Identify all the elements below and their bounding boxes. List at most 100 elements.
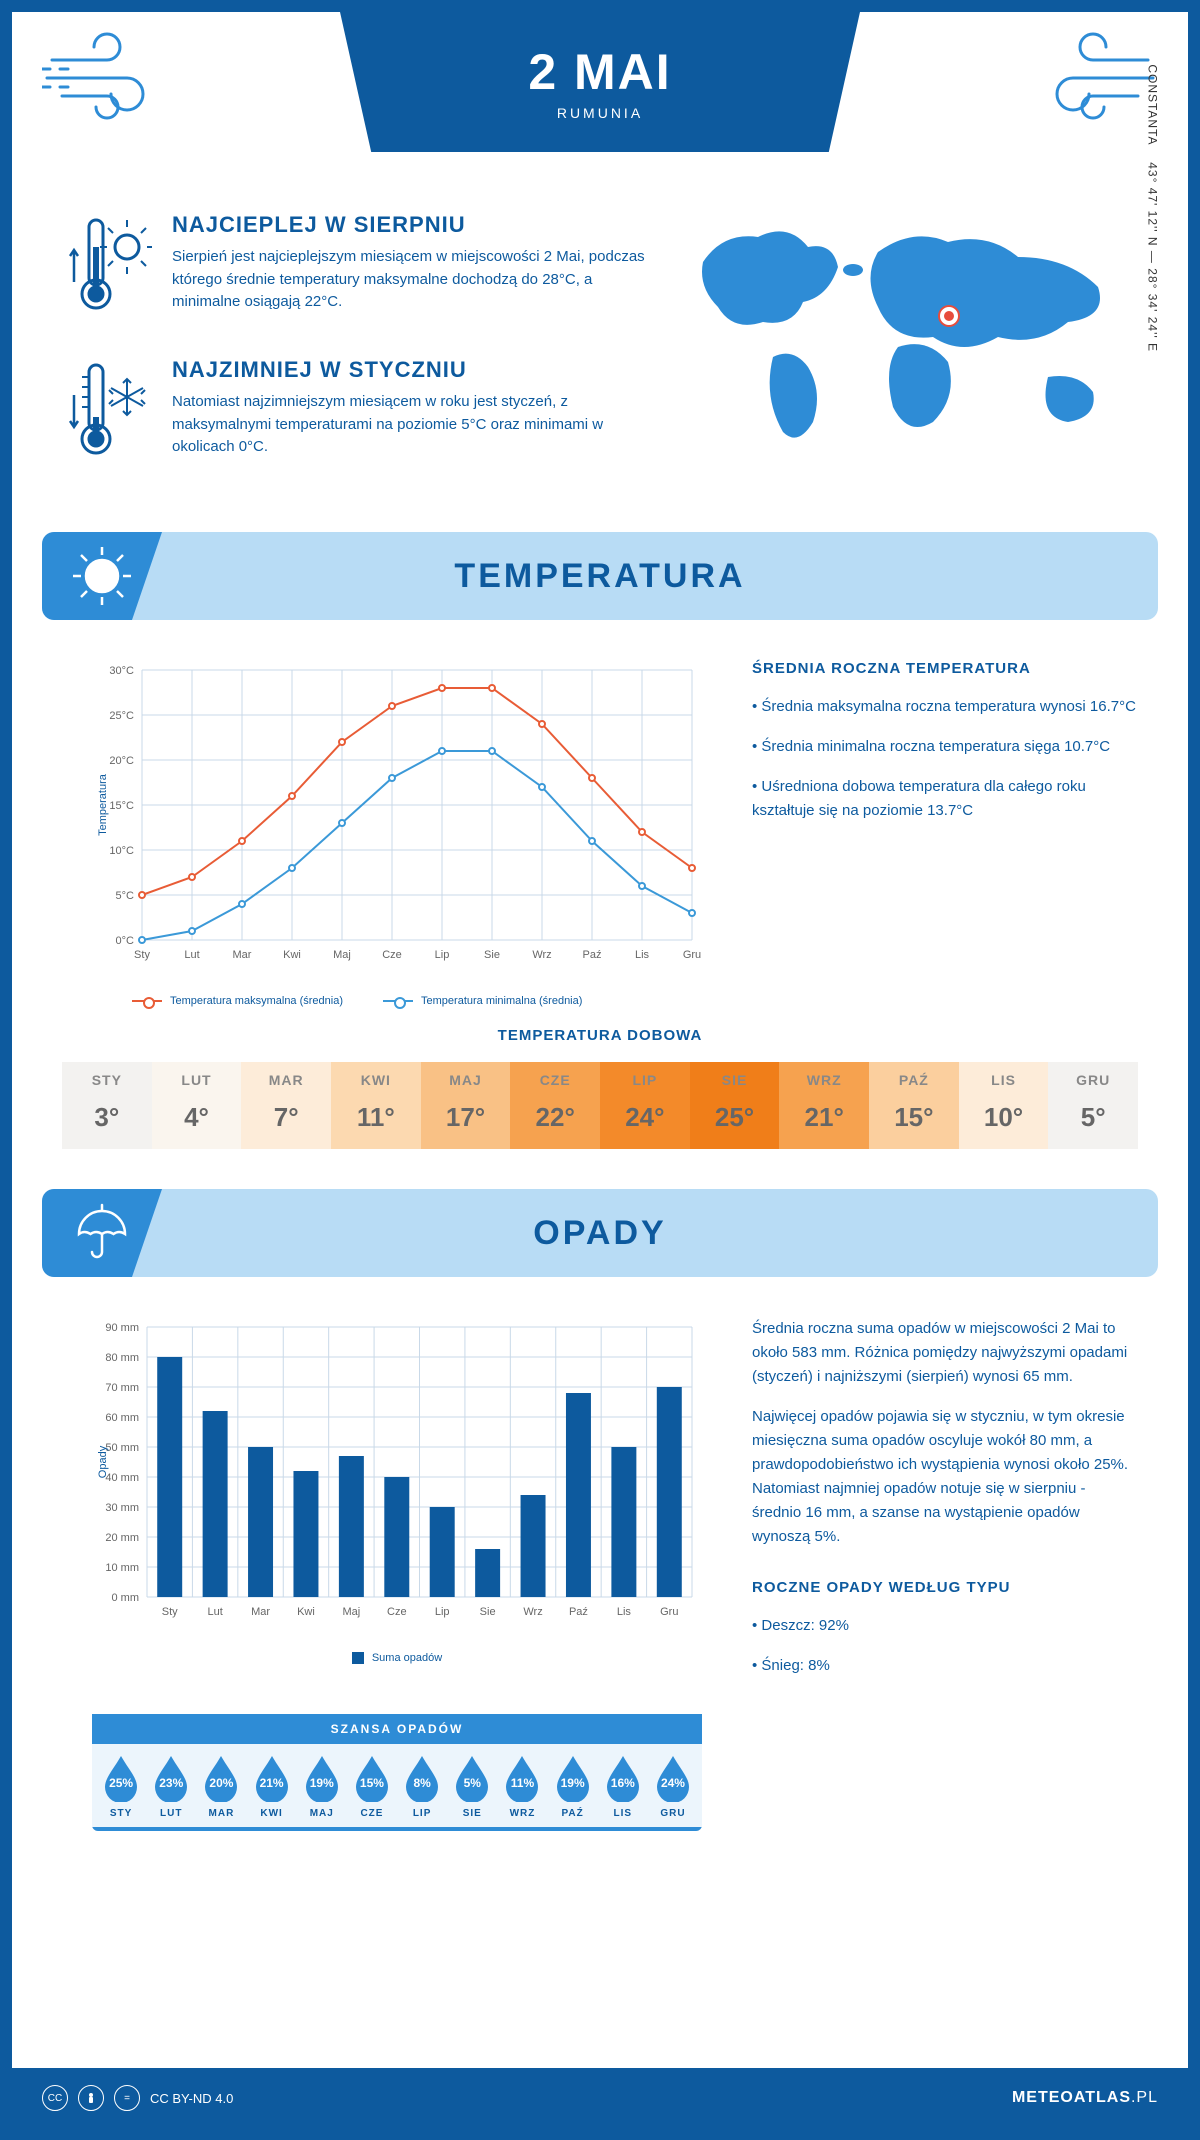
by-icon [78,2085,104,2111]
rain-p2: Najwięcej opadów pojawia się w styczniu,… [752,1405,1138,1549]
temperature-summary: ŚREDNIA ROCZNA TEMPERATURA Średnia maksy… [752,660,1138,1007]
dobowa-cell: SIE25° [690,1062,780,1149]
legend-item: Temperatura minimalna (średnia) [383,995,582,1007]
rain-chance-cell: 5% SIE [447,1754,497,1819]
svg-text:Kwi: Kwi [297,1606,315,1618]
warmest-title: NAJCIEPLEJ W SIERPNIU [172,212,648,238]
rain-chance-cell: 8% LIP [397,1754,447,1819]
rain-bytype-title: ROCZNE OPADY WEDŁUG TYPU [752,1579,1138,1596]
svg-text:Gru: Gru [660,1606,678,1618]
rain-chance-cell: 23% LUT [146,1754,196,1819]
svg-text:50 mm: 50 mm [105,1442,139,1454]
rain-p1: Średnia roczna suma opadów w miejscowośc… [752,1317,1138,1389]
svg-text:0 mm: 0 mm [112,1592,140,1604]
daily-temperature-table: TEMPERATURA DOBOWA STY3°LUT4°MAR7°KWI11°… [12,1027,1188,1179]
rain-chance-title: SZANSA OPADÓW [92,1714,702,1744]
warmest-text: Sierpień jest najcieplejszym miesiącem w… [172,246,648,314]
dobowa-title: TEMPERATURA DOBOWA [62,1027,1138,1044]
svg-text:Lis: Lis [635,949,650,961]
svg-text:Cze: Cze [387,1606,407,1618]
rain-title: OPADY [533,1214,666,1253]
dobowa-cell: PAŹ15° [869,1062,959,1149]
temperature-title: TEMPERATURA [454,557,745,596]
dobowa-cell: KWI11° [331,1062,421,1149]
license-text: CC BY-ND 4.0 [150,2091,233,2106]
svg-text:Mar: Mar [251,1606,270,1618]
raindrop-icon: 23% [151,1754,191,1802]
svg-text:Cze: Cze [382,949,402,961]
rain-chance-cell: 25% STY [96,1754,146,1819]
coldest-title: NAJZIMNIEJ W STYCZNIU [172,357,648,383]
rain-bar-chart: 0 mm10 mm20 mm30 mm40 mm50 mm60 mm70 mm8… [92,1317,702,1694]
dobowa-cell: CZE22° [510,1062,600,1149]
dobowa-cell: LUT4° [152,1062,242,1149]
temp-bullet: Średnia minimalna roczna temperatura się… [752,735,1138,759]
svg-text:20 mm: 20 mm [105,1532,139,1544]
svg-text:25°C: 25°C [109,710,134,722]
city-name: 2 MAI [528,43,671,101]
svg-text:20°C: 20°C [109,755,134,767]
raindrop-icon: 21% [252,1754,292,1802]
svg-text:Sty: Sty [162,1606,178,1618]
raindrop-icon: 24% [653,1754,693,1802]
rain-chance-cell: 24% GRU [648,1754,698,1819]
svg-text:70 mm: 70 mm [105,1382,139,1394]
world-map: CONSTANTA 43° 47' 12'' N — 28° 34' 24'' … [678,212,1138,492]
svg-text:40 mm: 40 mm [105,1472,139,1484]
svg-text:Wrz: Wrz [532,949,551,961]
umbrella-icon [42,1189,162,1277]
dobowa-cell: LIS10° [959,1062,1049,1149]
svg-text:30 mm: 30 mm [105,1502,139,1514]
header-banner: 2 MAI RUMUNIA [340,12,860,152]
svg-text:Lut: Lut [184,949,199,961]
dobowa-cell: MAJ17° [421,1062,511,1149]
dobowa-cell: WRZ21° [779,1062,869,1149]
intro-section: NAJCIEPLEJ W SIERPNIU Sierpień jest najc… [12,182,1188,522]
coldest-block: NAJZIMNIEJ W STYCZNIU Natomiast najzimni… [62,357,648,472]
wind-icon-left [42,30,177,125]
dobowa-cell: MAR7° [241,1062,331,1149]
svg-text:Lip: Lip [435,949,450,961]
site-brand: METEOATLAS.PL [1012,2089,1158,2107]
wind-icon-right [1023,30,1158,125]
sun-icon [42,532,162,620]
svg-text:Kwi: Kwi [283,949,301,961]
license-block: CC = CC BY-ND 4.0 [42,2085,233,2111]
warmest-block: NAJCIEPLEJ W SIERPNIU Sierpień jest najc… [62,212,648,327]
rain-chance-cell: 19% PAŹ [548,1754,598,1819]
thermometer-cold-icon [62,357,152,472]
rain-chance-cell: 16% LIS [598,1754,648,1819]
rain-bytype-item: Deszcz: 92% [752,1614,1138,1638]
temp-bullet: Uśredniona dobowa temperatura dla całego… [752,775,1138,823]
svg-text:0°C: 0°C [116,935,135,947]
svg-text:Temperatura: Temperatura [97,773,109,836]
raindrop-icon: 20% [201,1754,241,1802]
rain-chance-cell: 15% CZE [347,1754,397,1819]
rain-chance-panel: SZANSA OPADÓW 25% STY 23% LUT 20% [92,1714,702,1831]
raindrop-icon: 19% [302,1754,342,1802]
header: 2 MAI RUMUNIA [12,12,1188,182]
raindrop-icon: 19% [553,1754,593,1802]
raindrop-icon: 25% [101,1754,141,1802]
raindrop-icon: 8% [402,1754,442,1802]
svg-text:15°C: 15°C [109,800,134,812]
raindrop-icon: 15% [352,1754,392,1802]
svg-text:Wrz: Wrz [523,1606,542,1618]
svg-text:30°C: 30°C [109,665,134,677]
rain-summary: Średnia roczna suma opadów w miejscowośc… [752,1317,1138,1694]
map-marker [940,307,958,325]
svg-text:10 mm: 10 mm [105,1562,139,1574]
legend-item: Temperatura maksymalna (średnia) [132,995,343,1007]
coldest-text: Natomiast najzimniejszym miesiącem w rok… [172,391,648,459]
dobowa-cell: GRU5° [1048,1062,1138,1149]
legend-item: Suma opadów [352,1652,442,1664]
svg-text:5°C: 5°C [116,890,135,902]
svg-text:Lip: Lip [435,1606,450,1618]
temp-summary-title: ŚREDNIA ROCZNA TEMPERATURA [752,660,1138,677]
temp-bullet: Średnia maksymalna roczna temperatura wy… [752,695,1138,719]
raindrop-icon: 5% [452,1754,492,1802]
temperature-line-chart: 0°C5°C10°C15°C20°C25°C30°CStyLutMarKwiMa… [92,660,702,1007]
rain-chance-cell: 19% MAJ [297,1754,347,1819]
svg-text:Sie: Sie [484,949,500,961]
rain-chance-cell: 21% KWI [247,1754,297,1819]
